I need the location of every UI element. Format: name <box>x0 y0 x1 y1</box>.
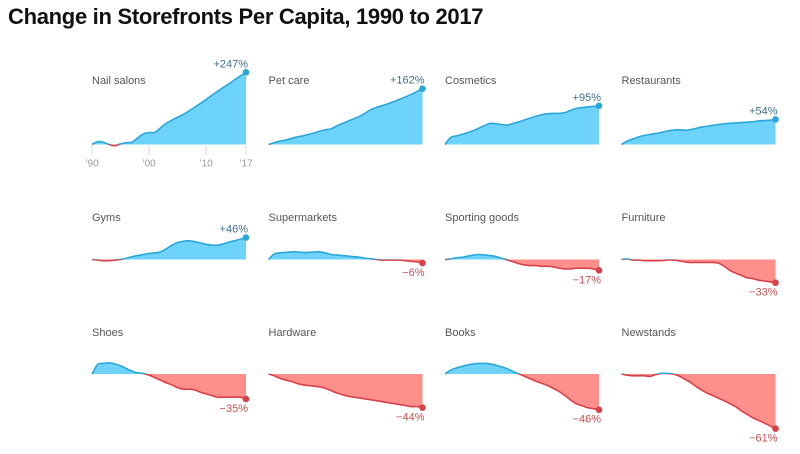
x-tick-label: ’17 <box>239 159 253 170</box>
panel-newstands: Newstands −61% <box>621 327 779 445</box>
area-negative <box>92 374 246 399</box>
line-positive <box>267 251 403 260</box>
change-label: −17% <box>573 274 602 286</box>
panel-label: Furniture <box>622 212 666 224</box>
line-negative <box>445 259 600 272</box>
panel-label: Hardware <box>269 327 317 339</box>
panel-label: Cosmetics <box>445 75 497 87</box>
area-positive <box>445 254 599 260</box>
line-positive <box>444 253 509 260</box>
panel-label: Shoes <box>92 327 124 339</box>
x-tick-label: ’00 <box>142 159 156 170</box>
end-point-dot <box>772 279 779 287</box>
panel-label: Restaurants <box>622 75 682 87</box>
panel-nail-salons: Nail salons +247% ’90 ’00 ’10 ’17 <box>85 58 253 169</box>
area-positive <box>445 363 599 374</box>
end-point-dot <box>772 425 779 432</box>
panel-label: Gyms <box>92 212 121 224</box>
change-label: +46% <box>220 224 249 236</box>
line-negative <box>92 144 122 147</box>
area-positive <box>92 237 246 260</box>
area-positive <box>268 251 423 260</box>
area-positive <box>268 88 423 145</box>
panel-hardware: Hardware −44% <box>268 327 426 424</box>
line-negative <box>445 374 600 411</box>
area-negative <box>445 374 599 410</box>
end-point-dot <box>419 259 426 267</box>
change-label: −33% <box>749 287 778 299</box>
panel-supermarkets: Supermarkets −6% <box>267 212 426 279</box>
end-point-dot <box>242 395 250 403</box>
end-point-dot <box>419 85 426 92</box>
panel-gyms: Gyms +46% <box>91 212 250 262</box>
panel-furniture: Furniture −33% <box>621 212 779 299</box>
change-label: −44% <box>396 412 425 424</box>
change-label: −46% <box>573 414 602 426</box>
line-negative <box>92 374 247 400</box>
end-point-dot <box>595 406 603 414</box>
line-positive <box>268 87 423 145</box>
change-label: +162% <box>390 75 425 87</box>
end-point-dot <box>242 234 250 241</box>
line-negative <box>621 374 776 430</box>
area-positive <box>621 119 776 145</box>
panel-label: Supermarkets <box>269 212 338 224</box>
change-label: −35% <box>220 403 249 415</box>
panel-label: Nail salons <box>92 75 146 87</box>
area-negative <box>268 259 423 264</box>
change-label: +54% <box>749 105 778 117</box>
end-point-dot <box>595 267 603 274</box>
line-negative <box>91 259 125 262</box>
x-tick-label: ’10 <box>199 159 213 170</box>
panel-label: Newstands <box>622 327 677 339</box>
panel-sporting-goods: Sporting goods −17% <box>444 212 603 286</box>
x-axis: ’90 ’00 ’10 ’17 <box>85 145 253 170</box>
chart-title: Change in Storefronts Per Capita, 1990 t… <box>8 4 484 29</box>
panel-pet-care: Pet care +162% <box>268 75 426 146</box>
panel-label: Books <box>445 327 476 339</box>
line-negative <box>621 259 776 284</box>
end-point-dot <box>242 69 250 76</box>
end-point-dot <box>419 404 426 411</box>
area-negative <box>621 259 776 283</box>
end-point-dot <box>772 116 779 123</box>
panel-shoes: Shoes −35% <box>91 327 250 415</box>
change-label: +247% <box>213 58 248 70</box>
panel-label: Pet care <box>269 75 310 87</box>
change-label: −6% <box>402 267 425 279</box>
line-positive <box>444 104 600 145</box>
line-positive <box>444 362 522 374</box>
area-positive <box>445 105 599 145</box>
end-point-dot <box>595 102 603 110</box>
panel-books: Books −46% <box>444 327 603 426</box>
line-negative <box>268 374 423 409</box>
line-positive <box>92 236 247 260</box>
line-positive <box>621 118 776 145</box>
area-positive <box>92 72 246 145</box>
line-positive <box>91 362 149 374</box>
line-positive <box>91 71 247 145</box>
area-negative <box>268 374 423 408</box>
area-negative <box>445 259 599 271</box>
change-label: −61% <box>749 433 778 445</box>
change-label: +95% <box>573 92 602 104</box>
line-negative <box>268 259 423 264</box>
panel-restaurants: Restaurants +54% <box>621 75 779 146</box>
area-negative <box>621 374 776 429</box>
panel-cosmetics: Cosmetics +95% <box>444 75 603 146</box>
x-tick-label: ’90 <box>85 159 99 170</box>
panel-label: Sporting goods <box>445 212 519 224</box>
